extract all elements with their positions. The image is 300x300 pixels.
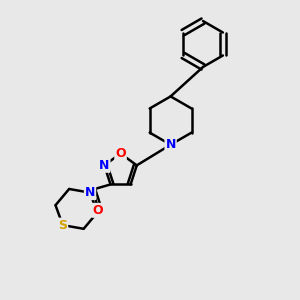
Text: O: O: [92, 204, 103, 217]
Text: N: N: [165, 138, 176, 151]
Text: N: N: [99, 159, 110, 172]
Text: S: S: [58, 219, 67, 232]
Text: O: O: [115, 147, 126, 160]
Text: N: N: [85, 186, 95, 199]
